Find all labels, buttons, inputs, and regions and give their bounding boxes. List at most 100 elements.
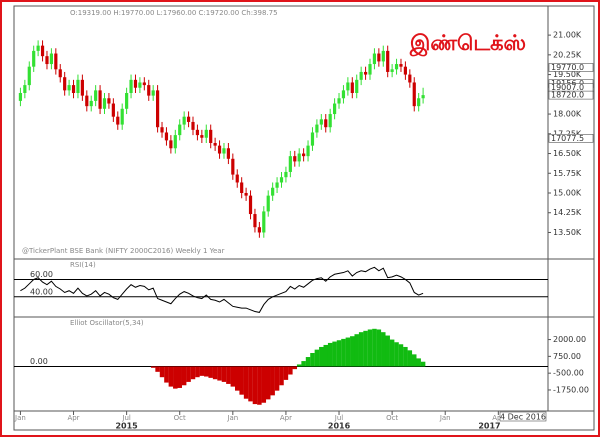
price-marker-label: 19770.0: [551, 63, 584, 72]
candle-body: [32, 50, 36, 67]
candle-body: [403, 66, 407, 75]
candle-body: [350, 82, 354, 93]
candle-body: [67, 85, 71, 91]
y-tick-label: 15.00K: [553, 189, 582, 198]
oscillator-bar: [292, 366, 298, 370]
y-tick-label: 14.25K: [553, 208, 582, 217]
oscillator-bar: [265, 366, 271, 400]
y-tick-label: 20.25K: [553, 50, 582, 59]
oscillator-bar: [159, 366, 165, 378]
candle-body: [76, 79, 80, 93]
y-tick-label: -1750.00: [553, 385, 589, 394]
oscillator-bar: [367, 329, 373, 367]
candle-body: [111, 103, 115, 117]
oscillator-bar: [341, 338, 346, 367]
oscillator-bar: [212, 366, 218, 380]
oscillator-bar: [270, 366, 275, 396]
candle-body: [178, 124, 182, 136]
candle-body: [213, 143, 217, 146]
x-tick-label: Apr: [280, 414, 292, 422]
candle-body: [102, 98, 107, 109]
candle-body: [182, 116, 186, 125]
oscillator-bar: [354, 334, 359, 367]
oscillator-bar: [345, 337, 351, 367]
oscillator-bar: [168, 366, 174, 387]
candle-body: [346, 82, 350, 91]
candle-body: [355, 79, 359, 93]
candle-body: [248, 195, 253, 215]
price-marker: [548, 90, 594, 100]
candle-body: [412, 82, 416, 107]
candle-body: [368, 64, 372, 75]
candle-body: [18, 93, 23, 101]
candle-body: [142, 82, 146, 86]
oscillator-bar: [305, 357, 311, 367]
candle-body: [49, 53, 53, 65]
y-tick-label: 60.00: [30, 270, 53, 279]
oscillator-bar: [164, 366, 169, 383]
candle-body: [288, 156, 292, 172]
candle-body: [293, 156, 297, 162]
y-tick-label: -500.00: [553, 369, 584, 378]
oscillator-bar: [420, 361, 426, 367]
candle-body: [284, 171, 288, 178]
oscillator-bar: [416, 358, 421, 367]
candle-body: [204, 129, 208, 138]
watermark: @TickerPlant BSE Bank (NIFTY 2000C2016) …: [22, 247, 225, 255]
candle-body: [359, 71, 363, 80]
candle-body: [116, 116, 120, 125]
candle-body: [399, 64, 403, 67]
candle-body: [54, 53, 58, 70]
candle-body: [164, 132, 169, 141]
candle-body: [147, 85, 151, 96]
oscillator-bar: [350, 336, 355, 367]
oscillator-bar: [230, 366, 236, 387]
y-tick-label: 18.00K: [553, 110, 582, 119]
oscillator-bar: [208, 366, 213, 378]
candle-body: [107, 98, 111, 104]
oscillator-bar: [195, 366, 200, 378]
oscillator-bar: [190, 366, 196, 380]
candle-body: [138, 82, 142, 88]
candle-body: [319, 119, 323, 125]
candle-body: [297, 153, 301, 162]
candle-body: [417, 98, 421, 107]
candle-body: [310, 132, 315, 146]
oscillator-bar: [150, 366, 156, 368]
oscillator-bar: [221, 366, 227, 382]
oscillator-bar: [279, 366, 284, 386]
x-tick-label: Apr: [492, 414, 504, 422]
candle-body: [271, 187, 275, 196]
candle-body: [275, 182, 279, 188]
candle-body: [98, 90, 102, 109]
oscillator-bar: [310, 353, 315, 367]
rsi-line: [20, 266, 424, 313]
candle-body: [209, 129, 213, 143]
price-marker: [548, 134, 594, 143]
oscillator-bar: [186, 366, 191, 382]
candle-body: [80, 79, 84, 96]
y-tick-label: 0.00: [30, 357, 48, 366]
candle-body: [120, 108, 124, 125]
y-tick-label: 40.00: [30, 287, 53, 296]
candle-body: [253, 214, 257, 228]
candle-body: [262, 211, 266, 233]
y-tick-label: 13.50K: [553, 228, 582, 237]
candle-body: [333, 103, 337, 115]
oscillator-bar: [173, 366, 178, 389]
candle-body: [40, 45, 45, 57]
year-label: 2016: [328, 422, 351, 431]
candle-body: [226, 148, 230, 159]
candle-body: [63, 77, 67, 91]
candle-body: [173, 135, 177, 149]
candle-body: [222, 148, 226, 154]
oscillator-bar: [327, 342, 333, 367]
candle-body: [45, 56, 49, 65]
candle-body: [257, 227, 261, 233]
plot-frame: [13, 5, 595, 431]
candle-body: [324, 119, 328, 128]
oscillator-bar: [248, 366, 253, 402]
year-label: 2017: [478, 422, 500, 431]
y-tick-label: 16.50K: [553, 149, 582, 158]
candle-body: [195, 129, 200, 136]
